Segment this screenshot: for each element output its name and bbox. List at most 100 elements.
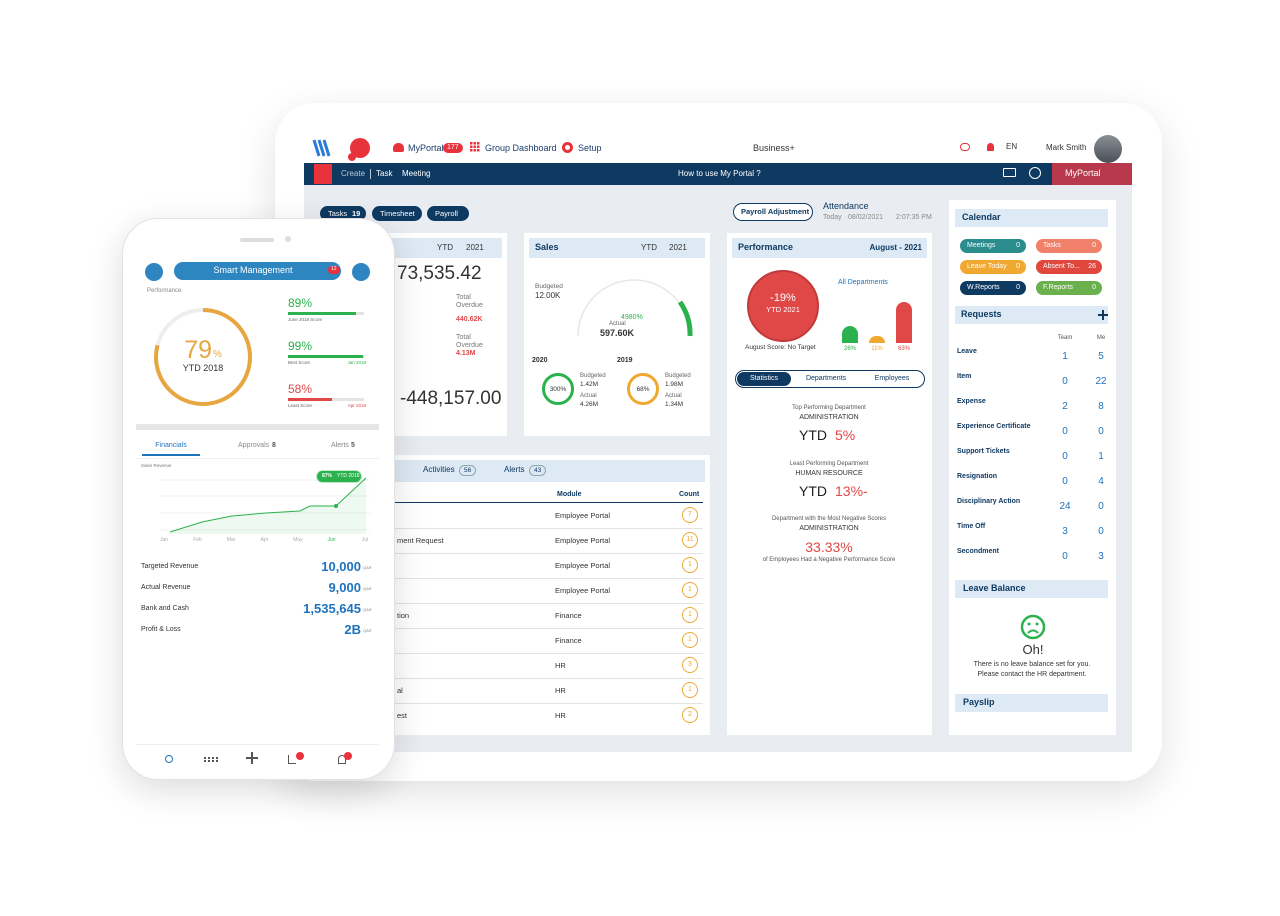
calendar-pill[interactable] (1036, 260, 1102, 274)
label: Targeted Revenue (141, 563, 199, 570)
card-title: Requests (961, 309, 1002, 319)
label: 68% (636, 386, 650, 393)
calendar-pill[interactable] (1036, 239, 1102, 253)
label: Meetings (967, 242, 996, 249)
info-icon (1029, 167, 1041, 179)
lang-select[interactable]: EN (1006, 142, 1018, 151)
label: 1 (1098, 451, 1104, 462)
tab[interactable]: Approvals (238, 442, 270, 449)
myportal-icon (393, 143, 404, 152)
label: August Score: No Target (745, 344, 816, 351)
label: -448,157.00 (400, 388, 502, 409)
label: Absent To... (1043, 263, 1080, 270)
score-fill (288, 398, 333, 401)
pill[interactable] (427, 206, 469, 221)
calendar-pill[interactable] (960, 239, 1026, 253)
label: 2020 (532, 357, 548, 364)
calendar-pill[interactable] (1036, 281, 1102, 295)
label: 0 (1098, 526, 1104, 537)
label: Profit & Loss (141, 626, 181, 633)
label: 0 (1062, 426, 1068, 437)
card-title: Sales (535, 242, 559, 252)
label: Attendance (823, 201, 869, 211)
tab[interactable]: Financials (155, 442, 187, 449)
label: 3 (1062, 526, 1068, 537)
pill[interactable] (320, 206, 366, 221)
label: 0 (1016, 284, 1020, 291)
ring (154, 308, 252, 406)
department-filter[interactable]: All Departments (838, 279, 888, 286)
label: 1.34M (665, 401, 684, 408)
label: Actual (665, 393, 682, 399)
label: 1,535,645 (303, 601, 361, 616)
sad-face-icon (1020, 614, 1046, 640)
nav-link[interactable]: Setup (578, 143, 602, 153)
calendar-pill[interactable] (960, 260, 1026, 274)
label: 0 (1062, 476, 1068, 487)
label: Finance (555, 636, 582, 645)
count-circle (682, 707, 698, 723)
nav-link[interactable]: Create (341, 169, 366, 178)
label: 3 (688, 661, 692, 668)
nav-link[interactable]: Task (376, 169, 393, 178)
tab-underline (142, 454, 200, 456)
tab[interactable]: Alerts (504, 465, 525, 474)
label: Time Off (957, 523, 986, 530)
label: Best Score (288, 360, 311, 365)
tab[interactable]: Employees (874, 375, 910, 382)
help-link[interactable]: How to use My Portal ? (678, 169, 761, 178)
monitor-icon (1003, 168, 1016, 177)
title-pill (174, 262, 341, 280)
filter-button[interactable] (352, 263, 370, 281)
payroll-adjustment-button[interactable] (733, 203, 813, 221)
label: Payroll Adjustment (741, 207, 810, 216)
eye (1027, 622, 1031, 626)
label: 300% (549, 386, 567, 393)
label: 0 (1062, 376, 1068, 387)
calendar-pill[interactable] (960, 281, 1026, 295)
pill[interactable] (372, 206, 422, 221)
grid-cell (473, 142, 476, 145)
nav-reports[interactable] (288, 755, 296, 764)
label: Employee Portal (555, 511, 611, 520)
label: Least Score (288, 403, 313, 408)
card-header (955, 306, 1108, 324)
label: There is no leave balance set for you. (973, 661, 1091, 668)
card-title: Performance (738, 242, 794, 252)
nav-link[interactable]: Group Dashboard (485, 143, 557, 153)
tab[interactable]: Alerts (331, 442, 349, 449)
grid-cell (470, 142, 473, 145)
label: Module (557, 491, 582, 498)
label: YTD (437, 243, 453, 252)
label: W.Reports (967, 284, 1000, 291)
nav-link[interactable]: Meeting (402, 169, 431, 178)
tab[interactable]: Statistics (749, 375, 778, 382)
nav-home[interactable] (165, 755, 173, 763)
avatar (1094, 135, 1122, 163)
separator (370, 169, 371, 179)
ring (627, 373, 659, 405)
nav-apps[interactable] (204, 757, 218, 762)
label: 08/02/2021 (848, 214, 884, 221)
label: Total Overdue (456, 334, 483, 349)
card-header (955, 694, 1108, 712)
tab[interactable]: Departments (805, 375, 847, 382)
row-divider (390, 528, 703, 529)
label: QAR (363, 607, 372, 612)
count-circle (682, 557, 698, 573)
label: Least Performing Department (789, 461, 869, 467)
label: 2021 (669, 243, 687, 252)
menu-button[interactable] (145, 263, 163, 281)
row-divider (390, 603, 703, 604)
portal-menu-label[interactable]: MyPortal (1065, 168, 1101, 178)
label: Experience Certificate (957, 423, 1031, 430)
tab[interactable]: Activities (423, 465, 455, 474)
ring-fill (154, 308, 252, 406)
label: 1 (688, 586, 692, 593)
grid-cell (477, 145, 480, 148)
nav-link[interactable]: MyPortal (408, 143, 444, 153)
score-fill (288, 312, 356, 315)
label: Budgeted (535, 283, 563, 290)
business-select[interactable]: Business+ (753, 143, 795, 153)
logo-stroke (322, 139, 331, 157)
